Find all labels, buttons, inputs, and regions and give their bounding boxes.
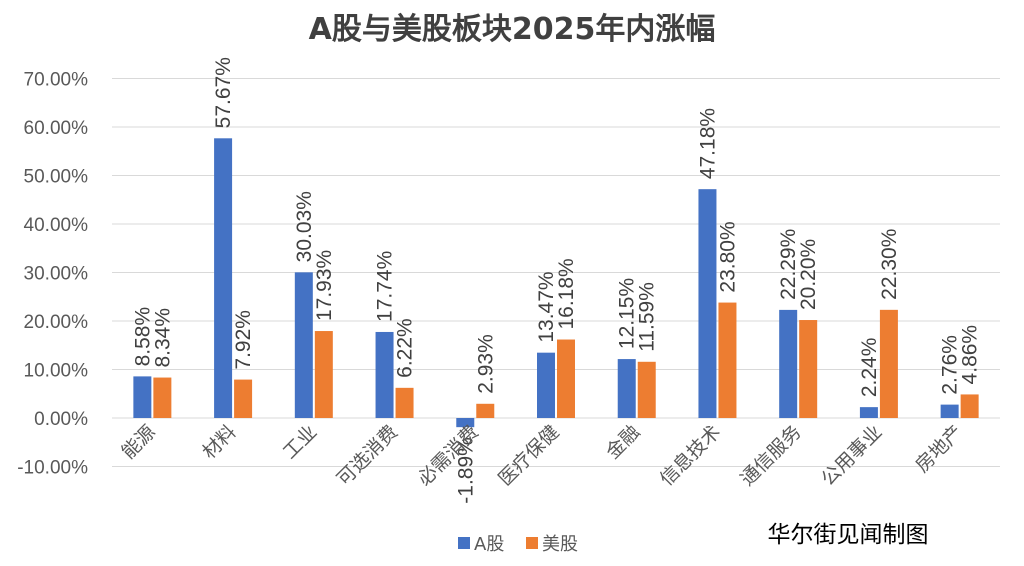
x-axis-categories: 能源 材料 工业 可选消费 必需消费 医疗保健 金融 信息技术 通信服务 公用事业 房地产 — [117, 421, 967, 490]
data-label: 8.34% — [151, 308, 174, 368]
data-label: 7.92% — [232, 310, 255, 370]
bar — [779, 309, 798, 418]
legend-swatch — [526, 537, 538, 549]
y-tick-label: 30.00% — [24, 264, 89, 285]
data-labels: 8.58%8.34% 57.67% 7.92% 30.03%17.93% 17.74%6… — [131, 57, 981, 504]
data-label: 16.18% — [555, 258, 578, 329]
y-tick-label: 40.00% — [24, 215, 89, 236]
bar — [314, 331, 333, 418]
category-label: 金融 — [602, 421, 644, 463]
category-label: 能源 — [117, 421, 159, 463]
y-tick-label: 10.00% — [24, 361, 89, 382]
bar — [698, 189, 717, 418]
bar — [395, 387, 414, 418]
data-label: 57.67% — [212, 57, 235, 128]
category-label: 工业 — [279, 421, 321, 463]
data-label: 6.22% — [394, 318, 417, 378]
data-label: -1.89% — [454, 437, 477, 504]
category-label: 信息技术 — [656, 421, 725, 490]
data-label: 30.03% — [293, 191, 316, 262]
bar — [617, 359, 636, 418]
legend-entry: A股 — [474, 534, 504, 555]
bar — [799, 320, 818, 418]
bar — [859, 407, 878, 418]
data-label: 22.29% — [777, 229, 800, 300]
category-label: 材料 — [198, 421, 240, 463]
category-label: 通信服务 — [736, 421, 805, 490]
legend: A股 美股 — [458, 534, 578, 555]
bar — [879, 309, 898, 418]
data-label: 8.58% — [131, 307, 154, 367]
bar — [294, 272, 313, 418]
y-axis-ticks: -10.00% 0.00% 10.00% 20.00% 30.00% 40.00% 50.0… — [17, 70, 88, 479]
data-label: 2.93% — [474, 334, 497, 394]
data-label: 11.59% — [636, 282, 659, 352]
bar — [940, 404, 959, 418]
category-label: 医疗保健 — [494, 421, 563, 490]
category-label: 可选消费 — [333, 421, 402, 490]
chart-title: A股与美股板块2025年内涨幅 — [309, 12, 716, 47]
bar — [133, 376, 152, 418]
category-label: 公用事业 — [817, 421, 886, 490]
data-label: 17.93% — [313, 250, 336, 321]
y-tick-label: 50.00% — [24, 167, 89, 188]
bar — [960, 394, 979, 418]
y-tick-label: 0.00% — [34, 409, 88, 430]
bar — [476, 403, 495, 418]
bars — [133, 138, 979, 428]
data-label: 2.24% — [858, 338, 881, 398]
bar — [214, 138, 233, 418]
data-label: 47.18% — [696, 108, 719, 179]
y-tick-label: 70.00% — [24, 70, 89, 91]
bar — [537, 352, 555, 418]
data-label: 23.80% — [716, 221, 739, 292]
bar — [153, 377, 172, 418]
bar — [718, 302, 737, 418]
gridlines — [112, 78, 1000, 467]
data-label: 22.30% — [878, 229, 901, 300]
bar — [375, 331, 394, 418]
data-label: 17.74% — [374, 251, 397, 322]
bar — [234, 379, 253, 418]
data-label: 4.86% — [959, 325, 982, 385]
bar — [557, 339, 575, 418]
bar — [456, 418, 475, 428]
data-label: 13.47% — [535, 271, 558, 342]
bar — [637, 361, 656, 418]
data-label: 20.20% — [797, 239, 820, 310]
data-label: 2.76% — [939, 335, 962, 395]
y-tick-label: 60.00% — [24, 118, 89, 139]
legend-entry: 美股 — [542, 534, 578, 555]
source-credit: 华尔街见闻制图 — [768, 522, 929, 548]
y-tick-label: -10.00% — [17, 458, 88, 479]
category-label: 房地产 — [911, 421, 967, 477]
legend-swatch — [458, 537, 470, 549]
y-tick-label: 20.00% — [24, 312, 89, 333]
data-label: 12.15% — [616, 278, 639, 349]
